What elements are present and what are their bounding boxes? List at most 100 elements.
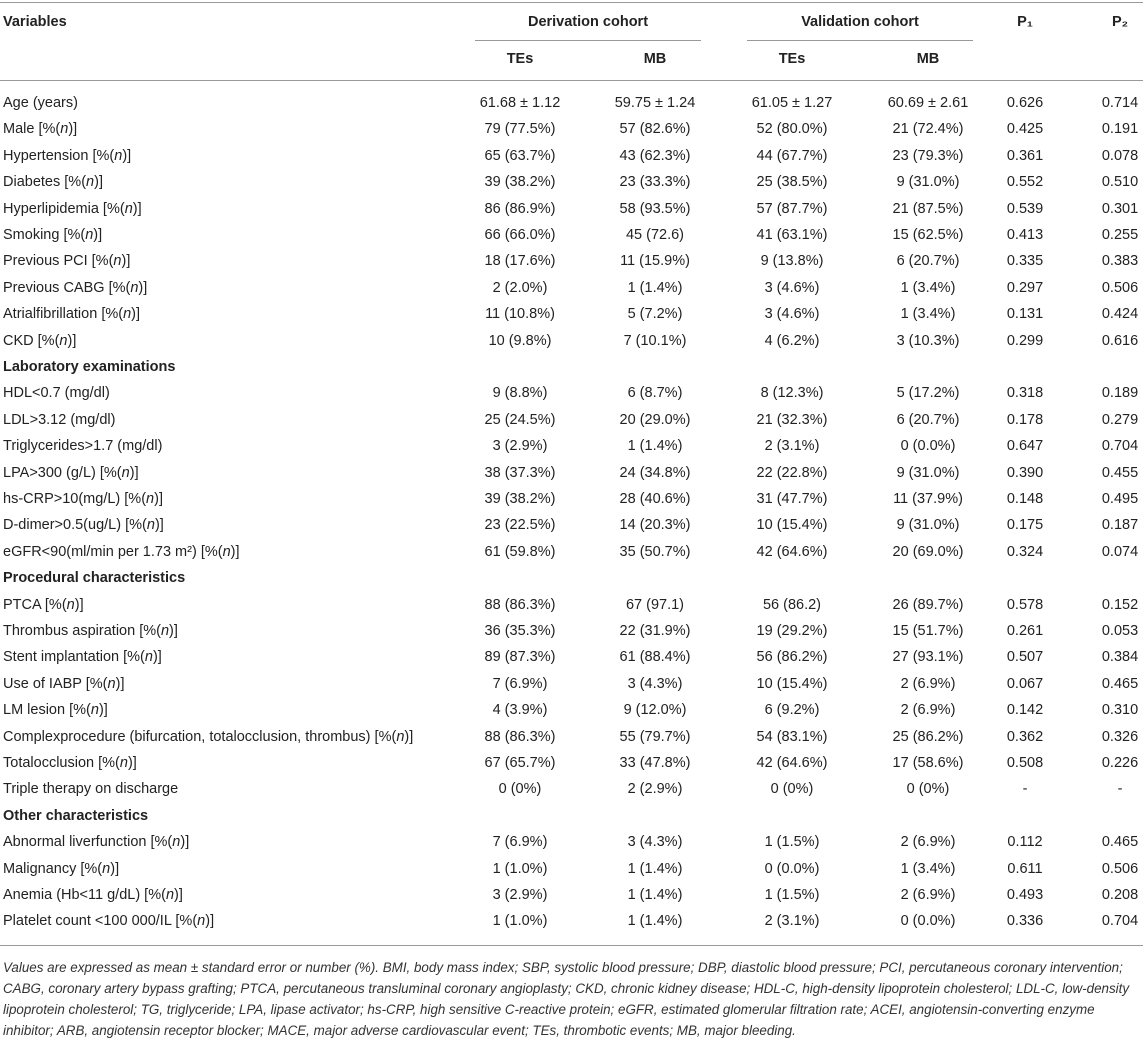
row-label: Hypertension [%(n)] bbox=[3, 147, 132, 164]
cell: 45 (72.6) bbox=[625, 227, 685, 243]
cell: 3 (2.9%) bbox=[492, 438, 548, 455]
row-label: Previous CABG [%(n)] bbox=[3, 279, 148, 296]
cell: 0.425 bbox=[1006, 121, 1044, 138]
cell: 0.611 bbox=[1007, 860, 1043, 877]
cell: 9 (12.0%) bbox=[623, 702, 687, 719]
cell: 89 (87.3%) bbox=[484, 649, 556, 666]
row-label: Abnormal liverfunction [%(n)] bbox=[3, 834, 190, 851]
cell: 2 (2.0%) bbox=[492, 279, 548, 296]
cell: 0.189 bbox=[1101, 385, 1139, 402]
cell: 61.05 ± 1.27 bbox=[751, 95, 833, 111]
cell: 2 (2.9%) bbox=[627, 781, 683, 798]
cell: 5 (17.2%) bbox=[896, 385, 960, 402]
cell: 2 (6.9%) bbox=[900, 702, 956, 719]
cell: 66 (66.0%) bbox=[484, 227, 556, 243]
cell: 9 (31.0%) bbox=[896, 174, 960, 191]
cell: 38 (37.3%) bbox=[484, 464, 556, 481]
cell: 28 (40.6%) bbox=[619, 491, 691, 507]
cell: 2 (3.1%) bbox=[764, 913, 820, 930]
cell: 0.261 bbox=[1006, 623, 1044, 639]
footnote: Values are expressed as mean ± standard … bbox=[3, 960, 1130, 1038]
cell: 33 (47.8%) bbox=[619, 755, 691, 771]
header-p: P₁ bbox=[1017, 14, 1033, 30]
cell: 0.495 bbox=[1101, 491, 1139, 507]
cell: 9 (8.8%) bbox=[492, 385, 548, 402]
row-label: Malignancy [%(n)] bbox=[3, 860, 120, 877]
cell: 18 (17.6%) bbox=[484, 253, 556, 270]
cell: 0.152 bbox=[1101, 596, 1139, 613]
row-label: Use of IABP [%(n)] bbox=[3, 675, 125, 692]
row-label: Anemia (Hb<11 g/dL) [%(n)] bbox=[3, 887, 183, 903]
cell: 14 (20.3%) bbox=[619, 517, 691, 534]
cell: 3 (4.6%) bbox=[764, 306, 820, 323]
cell: - bbox=[1117, 781, 1123, 798]
row-label: Male [%(n)] bbox=[3, 121, 78, 138]
cell: 0.178 bbox=[1006, 411, 1044, 428]
cell: 0.279 bbox=[1101, 411, 1139, 428]
cell: 65 (63.7%) bbox=[484, 147, 556, 164]
cell: 0.226 bbox=[1101, 755, 1139, 771]
cell: 1 (1.4%) bbox=[627, 438, 683, 455]
cell: 23 (33.3%) bbox=[619, 174, 691, 191]
cell: 88 (86.3%) bbox=[484, 596, 556, 613]
cell: 0 (0%) bbox=[906, 781, 950, 798]
cell: 0.539 bbox=[1006, 200, 1044, 217]
row-label: CKD [%(n)] bbox=[3, 332, 77, 349]
cell: 88 (86.3%) bbox=[484, 728, 556, 745]
row-label: Platelet count <100 000/IL [%(n)] bbox=[3, 913, 215, 930]
cell: 0.510 bbox=[1101, 174, 1139, 191]
cell: 59.75 ± 1.24 bbox=[614, 95, 696, 111]
cell: 0.112 bbox=[1007, 834, 1043, 851]
cell: 7 (6.9%) bbox=[492, 675, 548, 692]
cell: 61.68 ± 1.12 bbox=[479, 95, 561, 111]
subcolumn-header: TEs bbox=[778, 51, 806, 67]
cell: 25 (24.5%) bbox=[484, 411, 556, 428]
cell: 0.704 bbox=[1101, 913, 1139, 930]
row-label: LPA>300 (g/L) [%(n)] bbox=[3, 464, 139, 481]
row-label: Smoking [%(n)] bbox=[3, 227, 103, 243]
row-label: Totalocclusion [%(n)] bbox=[3, 755, 137, 771]
cell: 2 (3.1%) bbox=[764, 438, 820, 455]
cell: 0.078 bbox=[1101, 147, 1139, 164]
cell: 0.326 bbox=[1101, 728, 1139, 745]
cell: 57 (82.6%) bbox=[619, 121, 691, 138]
row-label: Triglycerides>1.7 (mg/dl) bbox=[3, 438, 163, 455]
cell: 0.552 bbox=[1006, 174, 1044, 191]
cell: 3 (4.6%) bbox=[764, 279, 820, 296]
row-label: eGFR<90(ml/min per 1.73 m²) [%(n)] bbox=[3, 543, 240, 560]
cell: 2 (6.9%) bbox=[900, 834, 956, 851]
cell: 26 (89.7%) bbox=[892, 596, 964, 613]
cell: 61 (59.8%) bbox=[484, 543, 556, 560]
cell: 57 (87.7%) bbox=[756, 200, 828, 217]
cell: 0.335 bbox=[1006, 253, 1044, 270]
cell: 0.067 bbox=[1006, 675, 1044, 692]
cell: 1 (1.4%) bbox=[627, 913, 683, 930]
cell: 9 (13.8%) bbox=[760, 253, 824, 270]
section-header: Laboratory examinations bbox=[3, 359, 176, 375]
cell: 23 (79.3%) bbox=[892, 147, 964, 164]
cell: 21 (87.5%) bbox=[892, 200, 964, 217]
cell: 3 (10.3%) bbox=[896, 332, 960, 349]
cell: 1 (1.4%) bbox=[627, 887, 683, 903]
cell: 61 (88.4%) bbox=[619, 649, 691, 666]
cell: 7 (6.9%) bbox=[492, 834, 548, 851]
cell: 23 (22.5%) bbox=[484, 517, 556, 534]
cell: 4 (6.2%) bbox=[764, 332, 820, 349]
cell: 0.390 bbox=[1006, 464, 1044, 481]
cell: 1 (1.0%) bbox=[492, 913, 548, 930]
cell: 25 (38.5%) bbox=[756, 174, 828, 191]
row-label: Thrombus aspiration [%(n)] bbox=[3, 623, 178, 639]
row-label: hs-CRP>10(mg/L) [%(n)] bbox=[3, 491, 163, 507]
cell: 10 (15.4%) bbox=[756, 517, 828, 534]
cell: 0.384 bbox=[1101, 649, 1139, 666]
cell: 4 (3.9%) bbox=[492, 702, 548, 719]
cell: 0.714 bbox=[1101, 95, 1139, 111]
cell: 56 (86.2) bbox=[762, 596, 822, 613]
cell: 0.208 bbox=[1101, 887, 1139, 903]
cell: 20 (69.0%) bbox=[892, 543, 964, 560]
cell: 42 (64.6%) bbox=[756, 755, 828, 771]
cell: 35 (50.7%) bbox=[619, 543, 691, 560]
row-label: Hyperlipidemia [%(n)] bbox=[3, 200, 142, 217]
cell: 22 (22.8%) bbox=[756, 464, 828, 481]
cell: 7 (10.1%) bbox=[623, 332, 687, 349]
